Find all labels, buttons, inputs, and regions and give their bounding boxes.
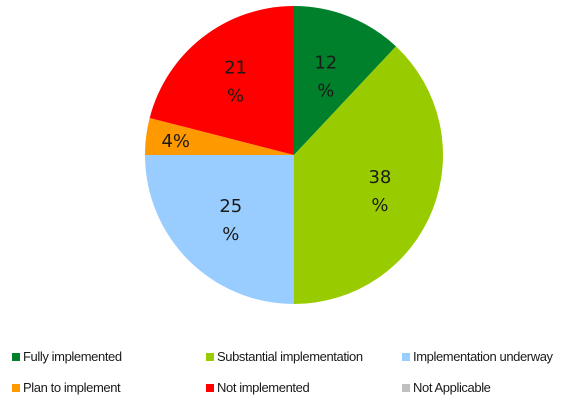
data-label-plan-to-implement: 4% (161, 131, 190, 152)
data-label-not-implemented: 21% (224, 58, 247, 107)
pie-data-labels: 12 % 38 % 25 % 4% 21% (161, 53, 391, 246)
pie-slice-implementation-underway (145, 155, 294, 304)
pie-slices (145, 6, 444, 305)
data-label-substantial-implementation: 38% (368, 167, 391, 216)
data-label-fully-implemented: 12% (314, 53, 337, 102)
pie-slice-plan-to-implement (145, 117, 294, 155)
pie-slice-not-implemented (149, 6, 294, 155)
pie-slice-fully-implemented (294, 6, 396, 155)
pie-slice-substantial-implementation (294, 46, 444, 305)
data-label-implementation-underway: 25% (219, 196, 242, 245)
